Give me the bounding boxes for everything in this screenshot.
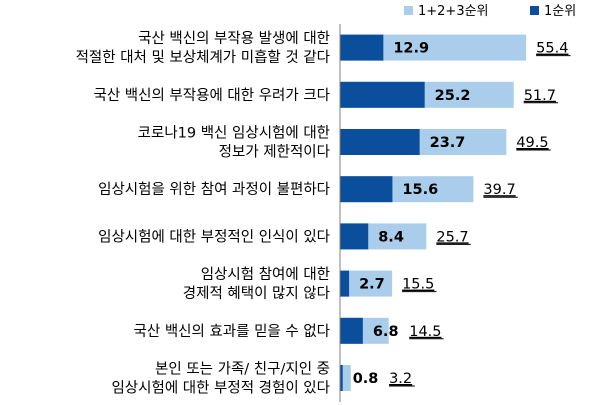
data-label-total: 15.5: [402, 277, 434, 293]
data-label-total: 14.5: [409, 324, 441, 340]
category-label: 임상시험 참여에 대한: [201, 266, 330, 283]
data-label-total: 55.4: [536, 41, 568, 57]
data-label-total: 25.7: [436, 229, 468, 245]
legend-label-2: 1순위: [544, 4, 576, 19]
category-label: 경제적 혜택이 많지 않다: [183, 285, 330, 302]
category-label: 국산 백신의 부작용 발생에 대한: [138, 30, 330, 47]
category-label: 임상시험에 대한 부정적 경험이 있다: [111, 380, 330, 397]
data-label-first: 23.7: [430, 135, 466, 151]
category-label: 본인 또는 가족/ 친구/지인 중: [155, 361, 330, 378]
bar-first: [340, 81, 425, 108]
bar-first: [340, 34, 384, 61]
bars: 12.9 55.4 25.2 51.7 23.7 49.5 15.6 39.7 8.4 25.7 2…: [340, 34, 571, 391]
category-label: 임상시험에 대한 부정적인 인식이 있다: [98, 228, 330, 245]
data-label-total: 51.7: [524, 88, 556, 104]
data-label-total: 49.5: [516, 135, 548, 151]
bar-first: [340, 365, 343, 391]
bar-first: [340, 176, 393, 203]
data-label-first: 0.8: [353, 371, 379, 387]
legend-swatch-1: [404, 6, 413, 15]
category-label: 정보가 제한적이다: [219, 144, 330, 161]
category-label: 코로나19 백신 임상시험에 대한: [138, 125, 330, 142]
legend-swatch-2: [530, 6, 539, 15]
data-label-first: 2.7: [359, 277, 385, 293]
data-label-first: 12.9: [393, 41, 429, 57]
bar-first: [340, 129, 420, 155]
legend: 1+2+3순위 1순위: [404, 4, 576, 19]
data-label-total: 3.2: [389, 371, 412, 387]
bar-total: [340, 365, 351, 391]
data-label-total: 39.7: [483, 182, 515, 198]
bar-first: [340, 223, 369, 250]
category-label: 국산 백신의 효과를 믿을 수 없다: [134, 323, 330, 340]
bar-first: [340, 317, 363, 344]
data-label-first: 25.2: [435, 88, 471, 104]
bar-first: [340, 270, 350, 297]
category-label: 임상시험을 위한 참여 과정이 불편하다: [98, 181, 330, 198]
legend-label-1: 1+2+3순위: [418, 4, 489, 19]
data-label-first: 6.8: [373, 324, 399, 340]
data-label-first: 8.4: [378, 229, 404, 245]
category-label: 국산 백신의 부작용에 대한 우려가 크다: [94, 87, 330, 104]
data-label-first: 15.6: [402, 182, 438, 198]
category-label: 적절한 대처 및 보상체계가 미흡할 것 같다: [76, 49, 330, 66]
